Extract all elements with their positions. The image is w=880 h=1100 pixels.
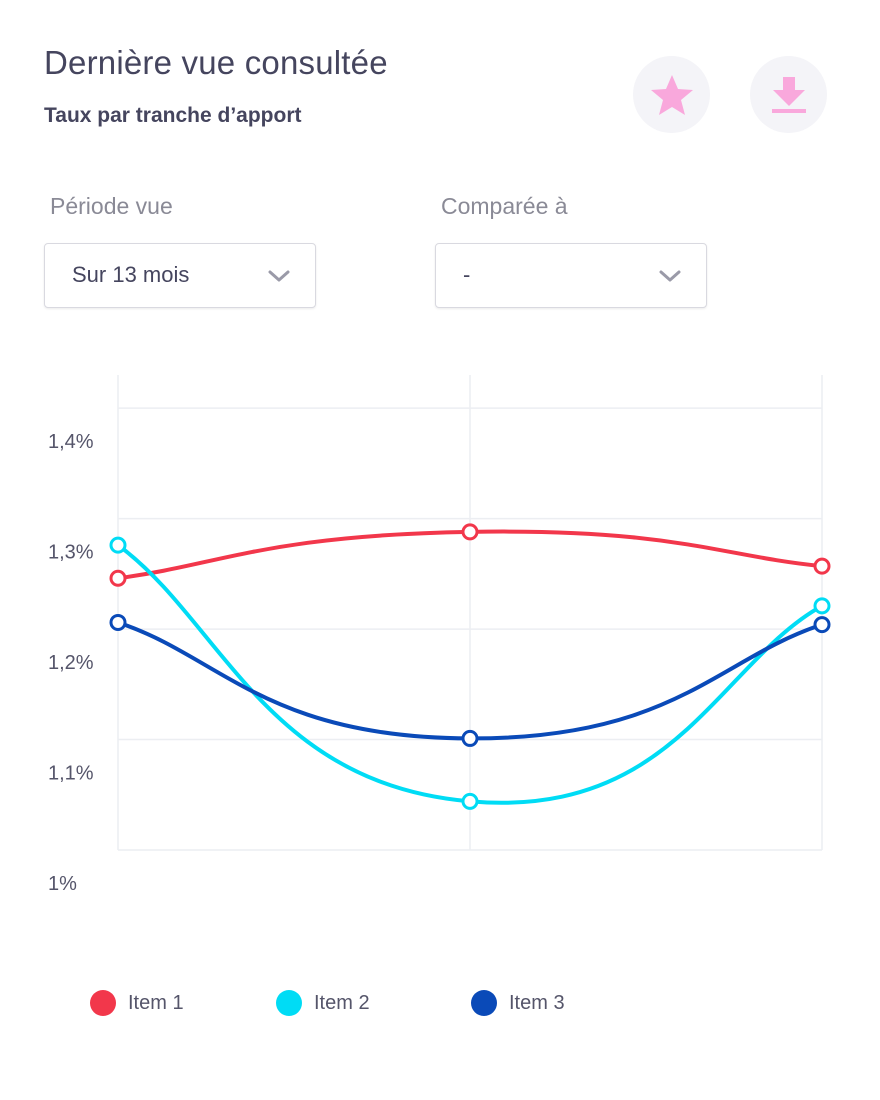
compare-label: Comparée à <box>441 193 568 219</box>
y-tick-label: 1,2% <box>48 652 94 674</box>
data-point-2 <box>813 597 831 615</box>
legend-swatch <box>276 990 302 1016</box>
download-icon <box>771 76 806 113</box>
data-point-1 <box>461 523 479 541</box>
data-point-1 <box>109 569 127 587</box>
period-select[interactable]: Sur 13 mois <box>44 243 316 308</box>
data-point-2 <box>461 792 479 810</box>
period-label: Période vue <box>50 193 173 219</box>
legend-item-3[interactable]: Item 3 <box>471 990 565 1016</box>
legend-item-1[interactable]: Item 1 <box>90 990 184 1016</box>
chevron-down-icon <box>268 270 290 282</box>
legend-swatch <box>471 990 497 1016</box>
star-icon <box>650 74 693 115</box>
compare-select[interactable]: - <box>435 243 707 308</box>
legend-label: Item 1 <box>128 991 184 1014</box>
data-point-1 <box>813 557 831 575</box>
legend-label: Item 2 <box>314 991 370 1014</box>
line-chart: 1% 1,1% 1,2% 1,3% 1,4% <box>48 375 831 895</box>
y-tick-label: 1% <box>48 873 77 895</box>
page-subtitle: Taux par tranche d’apport <box>44 104 302 127</box>
y-tick-label: 1,3% <box>48 542 94 564</box>
data-point-3 <box>109 613 127 631</box>
legend-label: Item 3 <box>509 991 565 1014</box>
data-point-2 <box>109 536 127 554</box>
compare-select-value: - <box>463 262 471 287</box>
data-point-3 <box>813 616 831 634</box>
data-point-3 <box>461 729 479 747</box>
chevron-down-icon <box>659 270 681 282</box>
page-title: Dernière vue consultée <box>44 44 388 81</box>
y-tick-label: 1,1% <box>48 763 94 785</box>
download-button[interactable] <box>750 56 827 133</box>
legend-swatch <box>90 990 116 1016</box>
favorite-button[interactable] <box>633 56 710 133</box>
period-select-value: Sur 13 mois <box>72 262 190 287</box>
y-tick-label: 1,4% <box>48 431 94 453</box>
legend-item-2[interactable]: Item 2 <box>276 990 370 1016</box>
